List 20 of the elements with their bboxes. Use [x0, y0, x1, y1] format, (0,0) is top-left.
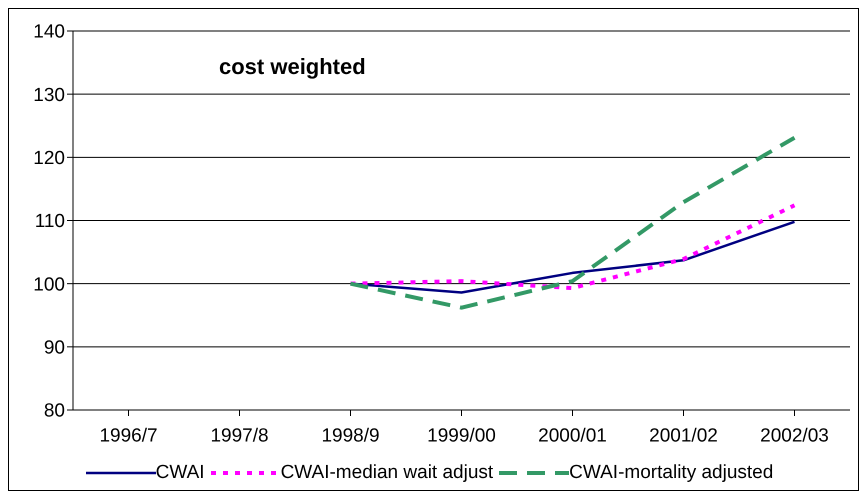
legend-label: CWAI	[156, 462, 205, 484]
legend-label: CWAI-mortality adjusted	[569, 462, 774, 484]
y-tick-label: 120	[33, 148, 65, 170]
y-tick-label: 100	[33, 274, 65, 296]
x-tick-label: 2001/02	[649, 425, 718, 446]
y-tick-label: 90	[44, 338, 65, 359]
x-tick-label: 1996/7	[99, 425, 158, 446]
y-tick-label: 80	[44, 400, 65, 422]
legend-label: CWAI-median wait adjust	[280, 462, 494, 484]
y-tick-label: 110	[34, 211, 65, 232]
x-tick-label: 2002/03	[760, 425, 829, 446]
x-tick-label: 1998/9	[321, 425, 380, 446]
x-tick-label: 2000/01	[538, 425, 607, 446]
y-tick-label: 130	[33, 84, 65, 106]
x-tick-label: 1999/00	[427, 425, 496, 446]
x-tick-label: 1997/8	[210, 425, 269, 446]
y-tick-label: 140	[33, 22, 65, 43]
line-series	[348, 203, 796, 290]
line-series	[348, 136, 796, 310]
text: cost weighted	[219, 54, 366, 80]
